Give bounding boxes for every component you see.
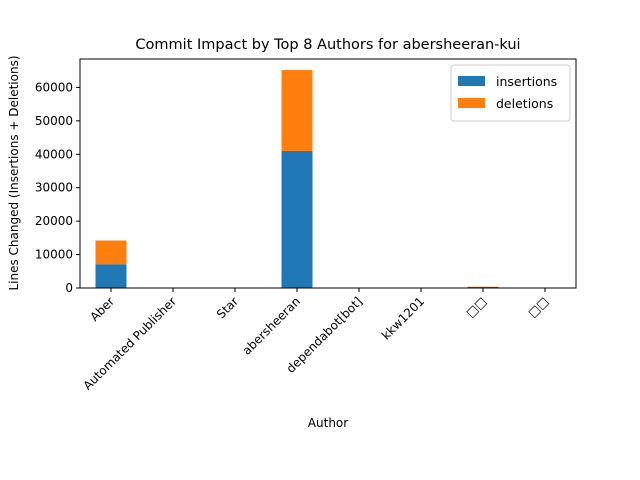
x-axis-title: Author	[308, 416, 348, 430]
y-axis-title: Lines Changed (Insertions + Deletions)	[7, 55, 21, 290]
legend-label-insertions: insertions	[496, 74, 557, 89]
y-tick-label: 40000	[35, 147, 73, 161]
bar-deletions-0	[95, 240, 127, 265]
legend-swatch-insertions	[458, 76, 485, 86]
y-tick-label: 60000	[35, 80, 73, 94]
y-tick-label: 30000	[35, 181, 73, 195]
chart-title: Commit Impact by Top 8 Authors for abers…	[135, 37, 520, 53]
y-tick-label: 50000	[35, 114, 73, 128]
legend: insertions deletions	[450, 64, 571, 122]
legend-swatch-deletions	[458, 98, 485, 108]
plot-frame	[79, 58, 577, 289]
y-tick-label: 20000	[35, 214, 73, 228]
y-tick-label: 0	[65, 281, 73, 295]
bars-layer	[95, 70, 561, 288]
y-axis: 0 10000 20000 30000 40000 50000 60000	[35, 80, 80, 295]
bar-insertions-3	[281, 150, 313, 288]
y-tick-label: 10000	[35, 248, 73, 262]
bar-deletions-3	[281, 70, 313, 151]
bar-insertions-0	[95, 264, 127, 288]
legend-label-deletions: deletions	[496, 96, 553, 111]
